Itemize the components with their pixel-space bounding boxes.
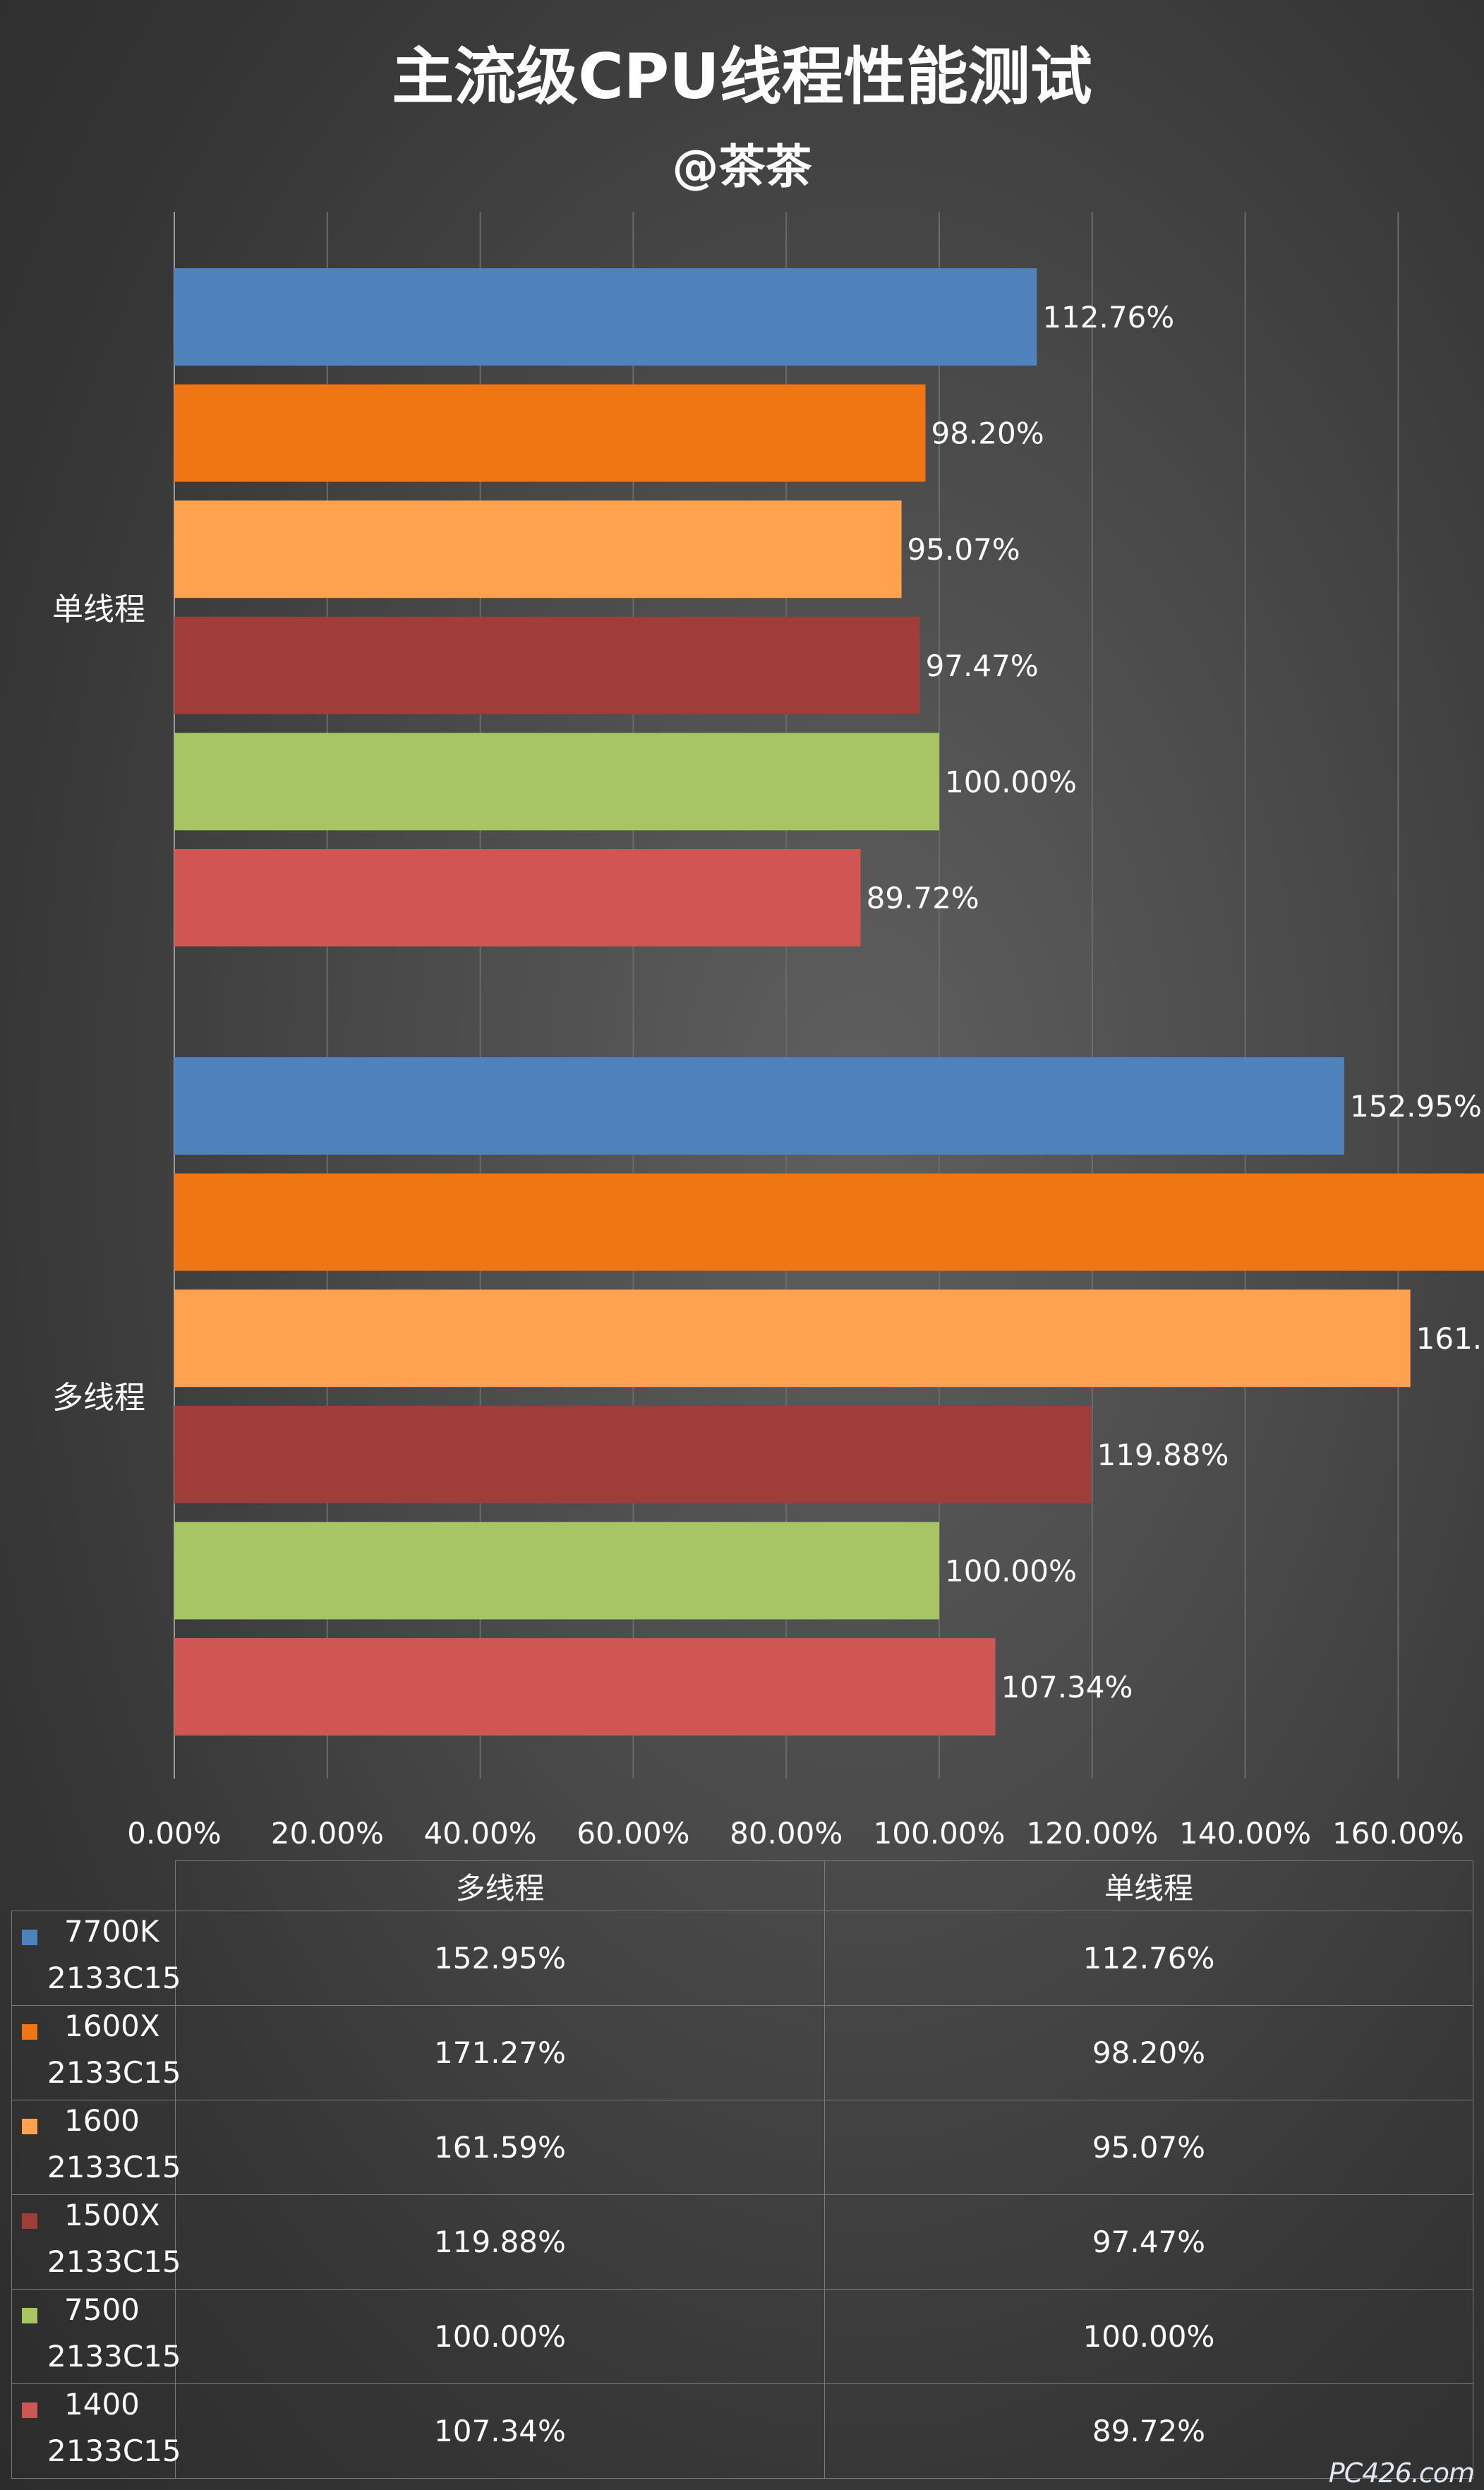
bar bbox=[174, 268, 1037, 366]
table-header-row: 多线程 单线程 bbox=[11, 1860, 1473, 1911]
series-memory: 2133C15 bbox=[47, 2339, 181, 2374]
table-corner bbox=[11, 1860, 176, 1911]
multi-thread-value: 100.00% bbox=[175, 2289, 825, 2384]
legend-marker bbox=[22, 2308, 37, 2323]
series-label-cell: 7700K 2133C15 bbox=[11, 1911, 181, 2006]
data-label: 119.88% bbox=[1097, 1438, 1229, 1472]
data-label: 97.47% bbox=[926, 649, 1039, 683]
multi-thread-value: 161.59% bbox=[175, 2100, 825, 2195]
bar bbox=[174, 500, 902, 599]
gridlines bbox=[326, 212, 1399, 1779]
data-label: 100.00% bbox=[945, 1553, 1077, 1588]
series-name: 7500 bbox=[64, 2292, 140, 2327]
x-tick-label: 80.00% bbox=[730, 1816, 843, 1851]
legend-marker bbox=[22, 2024, 37, 2040]
table-header-multi: 多线程 bbox=[175, 1860, 825, 1911]
bar bbox=[174, 1173, 1484, 1271]
series-label-cell: 1400 2133C15 bbox=[11, 2383, 181, 2479]
x-axis-ticks: 0.00% 20.00% 40.00% 60.00% 80.00% 100.00% 120.… bbox=[127, 1816, 1464, 1851]
x-tick-label: 40.00% bbox=[424, 1816, 537, 1851]
data-labels: 112.76% 98.20% 95.07% 97.47% 100.00% 89.72% 15… bbox=[867, 300, 1484, 1704]
table-row: 1600 2133C15 161.59% 95.07% bbox=[11, 2100, 1473, 2195]
table-row: 1400 2133C15 107.34% 89.72% bbox=[11, 2383, 1473, 2479]
bar bbox=[174, 1638, 996, 1736]
series-memory: 2133C15 bbox=[47, 1961, 181, 1995]
bar bbox=[174, 1289, 1411, 1388]
legend-marker bbox=[22, 1930, 37, 1945]
series-label-cell: 1600X 2133C15 bbox=[11, 2005, 181, 2100]
x-tick-label: 120.00% bbox=[1026, 1816, 1158, 1851]
data-label: 161.59% bbox=[1416, 1321, 1484, 1356]
series-label-cell: 1600 2133C15 bbox=[11, 2100, 181, 2195]
data-label: 152.95% bbox=[1350, 1089, 1482, 1124]
chart-title: 主流级CPU线程性能测试 bbox=[392, 40, 1092, 113]
data-label: 112.76% bbox=[1042, 300, 1174, 335]
legend-marker bbox=[22, 2213, 37, 2229]
bar bbox=[174, 384, 926, 482]
series-name: 1600 bbox=[64, 2103, 140, 2138]
series-memory: 2133C15 bbox=[47, 2244, 181, 2279]
category-label: 多线程 bbox=[52, 1380, 145, 1416]
bar bbox=[174, 1405, 1092, 1503]
single-thread-value: 98.20% bbox=[824, 2005, 1473, 2100]
single-thread-value: 95.07% bbox=[824, 2100, 1473, 2195]
data-label: 89.72% bbox=[867, 881, 979, 915]
legend-marker bbox=[22, 2402, 37, 2418]
bar bbox=[174, 616, 920, 714]
bar-chart: 112.76% 98.20% 95.07% 97.47% 100.00% 89.72% 15… bbox=[52, 212, 1484, 1851]
table-row: 1600X 2133C15 171.27% 98.20% bbox=[11, 2005, 1473, 2100]
table-header-single: 单线程 bbox=[824, 1860, 1473, 1911]
data-table: 多线程 单线程 7700K 2133C15 152.95% 112.76% 1600X 2… bbox=[11, 1860, 1473, 2479]
single-thread-value: 97.47% bbox=[824, 2194, 1473, 2290]
category-label: 单线程 bbox=[52, 591, 145, 627]
single-thread-value: 100.00% bbox=[824, 2289, 1473, 2384]
table-body: 7700K 2133C15 152.95% 112.76% 1600X 2133C15 17… bbox=[11, 1911, 1473, 2479]
multi-thread-value: 107.34% bbox=[175, 2383, 825, 2479]
series-name: 1500X bbox=[64, 2198, 160, 2232]
x-tick-label: 160.00% bbox=[1332, 1816, 1464, 1851]
data-label: 95.07% bbox=[907, 532, 1020, 567]
x-tick-label: 20.00% bbox=[271, 1816, 384, 1851]
multi-thread-value: 119.88% bbox=[175, 2194, 825, 2290]
series-label-cell: 1500X 2133C15 bbox=[11, 2194, 181, 2290]
series-name: 7700K bbox=[64, 1914, 159, 1949]
series-name: 1600X bbox=[64, 2009, 160, 2043]
x-tick-label: 140.00% bbox=[1179, 1816, 1311, 1851]
chart-subtitle: @茶茶 bbox=[672, 140, 812, 194]
series-memory: 2133C15 bbox=[47, 2055, 181, 2090]
legend-marker bbox=[22, 2119, 37, 2134]
table-row: 7500 2133C15 100.00% 100.00% bbox=[11, 2289, 1473, 2384]
x-tick-label: 0.00% bbox=[127, 1816, 221, 1851]
watermark: PC426.com bbox=[1328, 2458, 1475, 2489]
multi-thread-value: 171.27% bbox=[175, 2005, 825, 2100]
bars bbox=[174, 268, 1484, 1736]
single-thread-value: 112.76% bbox=[824, 1911, 1473, 2006]
data-label: 98.20% bbox=[931, 416, 1044, 451]
table-row: 7700K 2133C15 152.95% 112.76% bbox=[11, 1911, 1473, 2006]
data-label: 100.00% bbox=[945, 764, 1077, 799]
x-tick-label: 60.00% bbox=[577, 1816, 689, 1851]
series-memory: 2133C15 bbox=[47, 2434, 181, 2468]
data-label: 107.34% bbox=[1001, 1670, 1133, 1704]
x-tick-label: 100.00% bbox=[874, 1816, 1006, 1851]
series-memory: 2133C15 bbox=[47, 2150, 181, 2184]
table-row: 1500X 2133C15 119.88% 97.47% bbox=[11, 2194, 1473, 2290]
bar bbox=[174, 849, 861, 946]
series-label-cell: 7500 2133C15 bbox=[11, 2289, 181, 2384]
multi-thread-value: 152.95% bbox=[175, 1911, 825, 2006]
bar bbox=[174, 1057, 1344, 1155]
series-name: 1400 bbox=[64, 2387, 140, 2422]
bar bbox=[174, 1522, 939, 1620]
single-thread-value: 89.72% bbox=[824, 2383, 1473, 2479]
bar bbox=[174, 733, 939, 831]
